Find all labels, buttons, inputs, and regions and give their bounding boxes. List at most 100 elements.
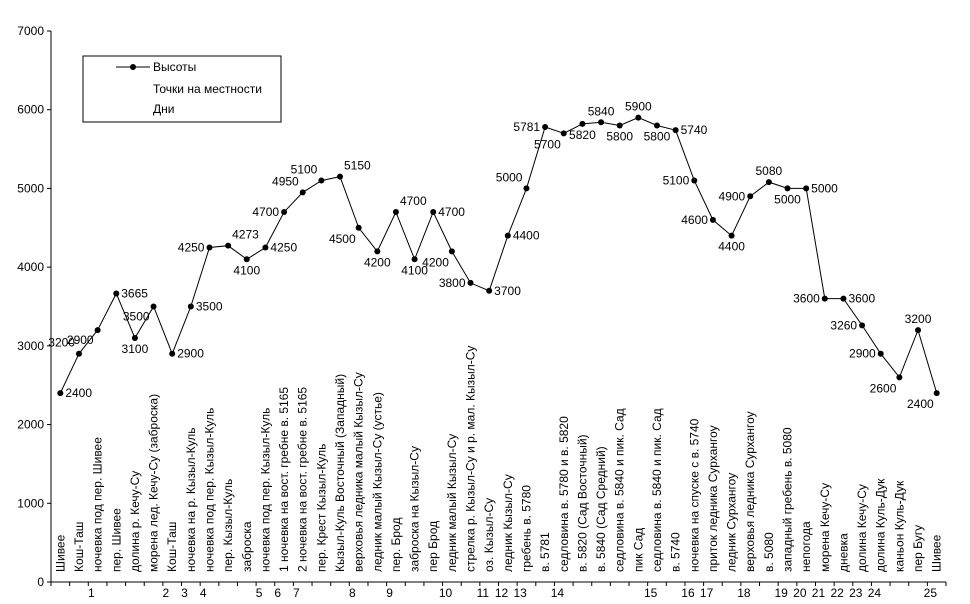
day-label: 18 — [737, 586, 751, 600]
data-label: 4200 — [364, 255, 391, 269]
data-point — [598, 119, 605, 126]
data-label: 4600 — [681, 213, 708, 227]
data-label: 5100 — [663, 174, 690, 188]
data-point — [859, 322, 866, 329]
data-label: 2900 — [67, 333, 94, 347]
data-label: 4500 — [329, 232, 356, 246]
y-tick-label: 4000 — [17, 260, 44, 274]
category-label: стрелка р. Кызыл-Су и р. мал. Кызыл-Су — [464, 346, 478, 572]
data-point — [560, 130, 567, 137]
day-label: 25 — [924, 586, 938, 600]
data-point — [243, 256, 250, 263]
day-labels: 1 2 3 4 5 6 7 8 9 10 11 12 13 14 15 16 17 18 19 20 21 22 23 24 2… — [88, 586, 937, 600]
data-point — [486, 287, 493, 294]
category-label: пер Брод — [426, 521, 440, 572]
data-label: 5000 — [774, 192, 801, 206]
data-label: 2400 — [907, 397, 934, 411]
day-label: 21 — [812, 586, 826, 600]
category-label: пер. Шивее — [109, 508, 123, 572]
day-label: 5 — [256, 586, 263, 600]
data-point — [374, 248, 381, 255]
y-tick-label: 7000 — [17, 24, 44, 38]
data-label: 5150 — [344, 159, 371, 173]
data-label: 4900 — [719, 189, 746, 203]
data-label: 5740 — [681, 123, 708, 137]
data-point — [113, 290, 120, 297]
data-label: 3800 — [439, 276, 466, 290]
data-label: 4100 — [401, 263, 428, 277]
data-label: 4273 — [232, 228, 259, 242]
data-point — [467, 279, 474, 286]
data-point — [877, 350, 884, 357]
data-point — [616, 122, 623, 129]
data-label: 4250 — [178, 240, 205, 254]
data-point — [150, 303, 157, 310]
category-label: заброска — [240, 521, 254, 572]
data-point — [542, 123, 549, 130]
data-label: 3700 — [494, 284, 521, 298]
data-point — [281, 209, 288, 216]
day-label: 16 — [681, 586, 695, 600]
category-label: Шивее — [930, 534, 944, 572]
data-label: 5800 — [606, 129, 633, 143]
data-point — [915, 327, 922, 334]
data-label: 2900 — [177, 347, 204, 361]
data-label: 2900 — [849, 347, 876, 361]
data-label: 3500 — [196, 300, 223, 314]
data-point — [821, 295, 828, 302]
category-label: приток ледника Сурхангоу — [706, 425, 720, 572]
data-point — [131, 334, 138, 341]
data-point — [691, 177, 698, 184]
day-label: 2 — [163, 586, 170, 600]
day-label: 1 — [88, 586, 95, 600]
y-tick-label: 2000 — [17, 418, 44, 432]
category-label: седловина в. 5780 и в. 5820 — [557, 416, 571, 572]
day-label: 10 — [439, 586, 453, 600]
category-label: пер. Кызыл-Куль — [221, 479, 235, 572]
data-label: 4250 — [270, 240, 297, 254]
day-label: 12 — [495, 586, 509, 600]
category-label: седловина в. 5840 и пик. Сад — [613, 408, 627, 572]
category-label: морена Кечу-Су — [818, 483, 832, 572]
category-label: ночевка под пер. Шивее — [91, 437, 105, 572]
category-label: морена лед. Кечу-Су (заброска) — [147, 394, 161, 572]
series-line-высоты — [59, 117, 938, 394]
data-point — [840, 295, 847, 302]
category-label: в. 5781 — [538, 532, 552, 572]
day-label: 13 — [513, 586, 527, 600]
data-point — [75, 350, 82, 357]
data-point — [57, 390, 64, 397]
category-label: Кош-Таш — [165, 522, 179, 572]
category-label: Кызыл-Куль Восточный (Западный) — [333, 374, 347, 572]
axes: 0 1000 2000 3000 4000 5000 6000 7000 — [17, 24, 947, 589]
category-label: ледник малый Кызыл-Су — [445, 434, 459, 572]
altitude-line — [59, 117, 938, 394]
category-label: в. 5840 (Сад Средний) — [594, 446, 608, 572]
y-tick-label: 1000 — [17, 496, 44, 510]
data-point — [430, 209, 437, 216]
data-label: 3100 — [122, 342, 149, 356]
data-label: 5700 — [534, 137, 561, 151]
legend-marker-icon — [130, 64, 136, 70]
data-point — [206, 244, 213, 251]
category-label: 1 ночевка на вост. гребне в. 5165 — [277, 387, 291, 572]
data-label: 3600 — [848, 292, 875, 306]
data-label: 5781 — [513, 120, 540, 134]
category-label: Шивее — [53, 534, 67, 572]
y-tick-label: 5000 — [17, 181, 44, 195]
data-label: 5000 — [496, 170, 523, 184]
data-label: 5820 — [569, 128, 596, 142]
data-point — [784, 185, 791, 192]
day-label: 4 — [200, 586, 207, 600]
data-point — [392, 209, 399, 216]
data-point — [169, 350, 176, 357]
data-point — [94, 327, 101, 334]
day-label: 19 — [775, 586, 789, 600]
data-point — [355, 224, 362, 231]
data-label: 5900 — [625, 100, 652, 114]
data-label: 3260 — [830, 318, 857, 332]
altitude-points — [57, 114, 940, 397]
data-label: 3500 — [123, 310, 150, 324]
category-label: Кош-Таш — [72, 522, 86, 572]
data-point — [318, 177, 325, 184]
